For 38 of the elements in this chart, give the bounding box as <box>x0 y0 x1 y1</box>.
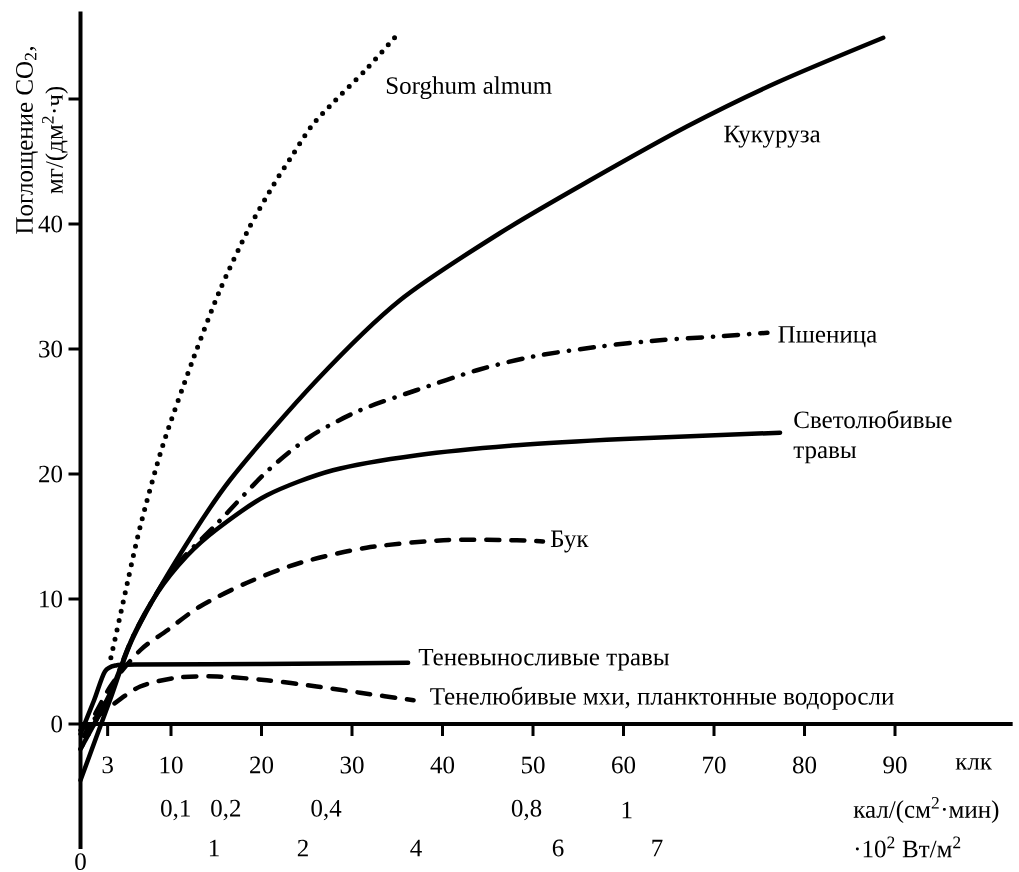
series-label: Бук <box>550 530 589 553</box>
annotation: 6 <box>552 839 564 857</box>
x-axis-title: клк <box>955 758 993 770</box>
text: 0 <box>75 853 86 871</box>
x-tick-label: 70 <box>703 756 726 774</box>
annotation: 7 <box>652 839 663 857</box>
x-tick-label: 10 <box>160 756 183 774</box>
x-tick-label: 80 <box>792 756 817 774</box>
x-tick-label: 40 <box>430 756 455 774</box>
x-tick-label: 50 <box>521 756 545 774</box>
x-tick-label: 20 <box>250 756 274 774</box>
x-tick-label: 90 <box>883 756 907 774</box>
y-tick-label: 40 <box>38 215 63 233</box>
annotation: 2 <box>297 839 308 857</box>
x2-tick-label: 0,8 <box>511 799 542 821</box>
series-label: Пшеница <box>778 326 877 348</box>
x2-tick-label: 0,1 <box>161 799 190 821</box>
x2-tick-label: 0,4 <box>311 799 342 821</box>
series-label: Кукуруза <box>724 125 821 148</box>
y-tick-label: 30 <box>39 340 63 358</box>
annotation: 4 <box>410 839 422 857</box>
x-tick-label: 30 <box>340 756 364 774</box>
x2-axis-title: кал/(см$^{2}$·мин) <box>853 797 999 823</box>
series-label: Теневыносливые травы <box>418 648 670 671</box>
y-tick-label: 10 <box>40 590 63 608</box>
annotation: ·10$^{2}$ Вт/м$^{2}$ <box>855 836 961 858</box>
x-tick-label: 60 <box>612 756 636 774</box>
y-tick-label: 20 <box>39 465 63 483</box>
y-tick-label: 0 <box>51 715 63 733</box>
x2-tick-label: 0,2 <box>211 799 241 821</box>
x-tick-label: 3 <box>102 756 113 774</box>
text: мг/(дм$^{2}$·ч) <box>42 86 68 194</box>
annotation: 1 <box>209 839 219 857</box>
series-label: Тенелюбивые мхи, планктонные водоросли <box>430 686 894 710</box>
series-label: Светолюбивые травы <box>793 410 952 464</box>
series-label: Sorghum almum <box>386 76 552 100</box>
text: Поглощение CO$_{2}$, <box>16 46 38 234</box>
x2-tick-label: 1 <box>622 801 632 819</box>
